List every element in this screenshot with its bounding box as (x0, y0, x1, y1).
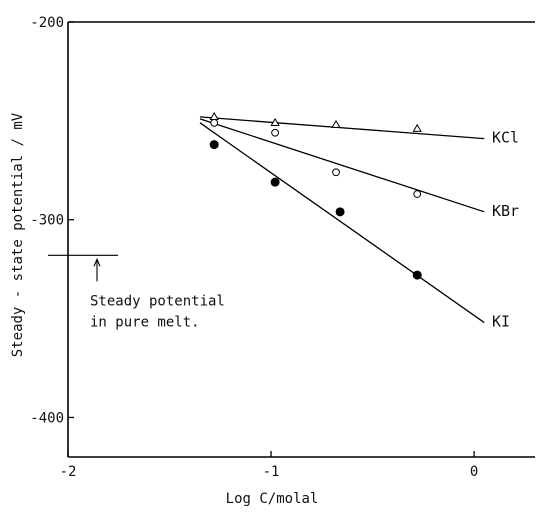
point-ki (270, 177, 280, 187)
point-kbr (332, 168, 340, 177)
point-kcl (270, 117, 280, 126)
series-label-ki: KI (492, 313, 510, 331)
series-label-kbr: KBr (492, 202, 519, 220)
y-axis-title: Steady - state potential / mV (10, 112, 26, 357)
fit-line-kbr (199, 118, 485, 213)
point-kcl (331, 119, 341, 128)
y-tick-label: -300 (30, 213, 64, 229)
point-ki (335, 207, 345, 217)
reference-label: Steady potential (90, 293, 225, 309)
fit-lines (199, 116, 485, 324)
point-kcl (209, 111, 219, 121)
axes (67, 21, 535, 458)
y-tick-label: -200 (30, 15, 64, 31)
y-tick-label: -400 (30, 410, 64, 426)
reference-label: in pure melt. (90, 314, 200, 330)
point-kcl (412, 123, 422, 132)
reference-arrow-head (93, 257, 101, 267)
series-labels: KCl KBr KI (492, 129, 519, 331)
tick-group: -2 -1 0 -200 -300 -400 (30, 15, 478, 480)
fit-line-ki (199, 122, 485, 324)
fit-line-kcl (199, 116, 485, 140)
point-ki (412, 270, 422, 280)
data-points (209, 111, 422, 280)
point-kbr (271, 128, 280, 137)
point-kbr (210, 118, 219, 127)
reference-group: Steady potential in pure melt. (48, 254, 225, 330)
x-tick-label: 0 (470, 464, 478, 480)
point-kbr (413, 190, 422, 198)
x-tick-label: -2 (60, 464, 77, 480)
series-label-kcl: KCl (492, 129, 519, 147)
x-axis-title: Log C/molal (226, 491, 319, 507)
x-tick-label: -1 (263, 464, 280, 480)
point-ki (209, 140, 219, 150)
